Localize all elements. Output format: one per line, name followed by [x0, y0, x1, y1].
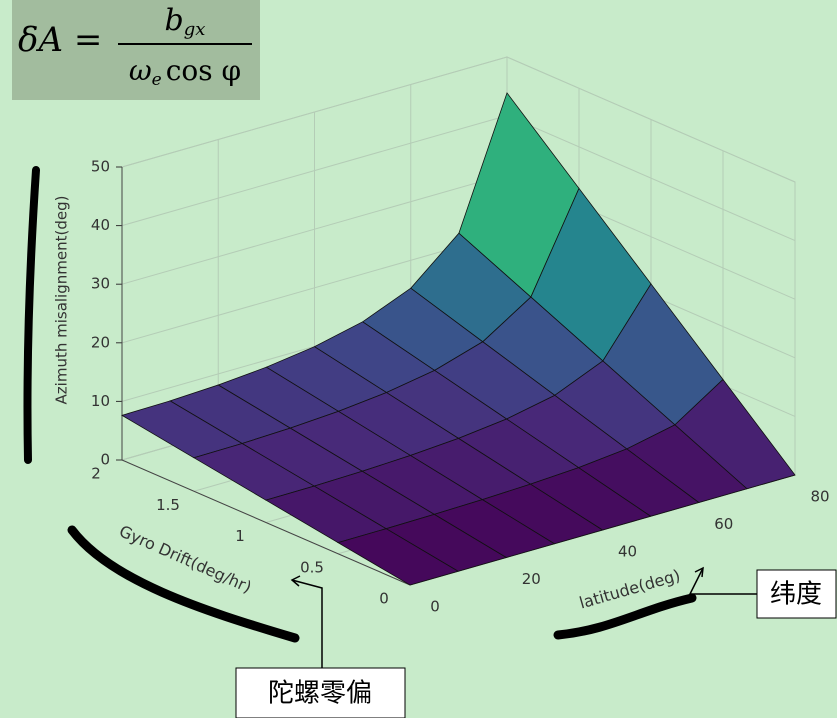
formula-denominator: ωe cos φ — [129, 54, 241, 90]
y-tick-label: 0.5 — [300, 558, 324, 576]
grid-line — [121, 115, 508, 227]
y-tick-label: 1.5 — [156, 496, 180, 514]
formula-denominator-main: ω — [129, 54, 152, 87]
arrow-head — [694, 566, 704, 578]
y-tick-label: 2 — [91, 465, 101, 483]
brush-stroke — [67, 525, 300, 643]
annotation-box — [756, 569, 837, 619]
formula-numerator-sub: gx — [184, 19, 206, 40]
z-tick-label: 40 — [91, 216, 110, 234]
grid-line — [121, 173, 508, 285]
z-tick-label: 10 — [91, 392, 110, 410]
brush-stroke — [23, 166, 40, 464]
x-tick-label: 80 — [810, 488, 829, 506]
y-tick-label: 1 — [235, 527, 245, 545]
annotation-text: 纬度 — [770, 580, 822, 610]
z-tick-label: 0 — [100, 451, 110, 469]
annotation-box — [235, 667, 406, 718]
z-tick-label: 20 — [91, 333, 110, 351]
annotation-arrow — [291, 579, 323, 668]
y-tick-label: 0 — [379, 590, 389, 608]
formula-box — [12, 0, 260, 100]
x-tick-label: 20 — [522, 570, 541, 588]
brush-stroke — [553, 593, 697, 640]
formula-numerator: bgx — [165, 3, 206, 40]
axis-line — [121, 459, 411, 586]
formula-lhs: δA = — [18, 20, 102, 60]
annotation-arrow — [688, 567, 757, 595]
formula-denominator-rest: cos φ — [166, 54, 241, 87]
formula-denominator-sub: e — [152, 70, 162, 90]
grid-line — [506, 115, 796, 242]
x-tick-label: 0 — [430, 598, 440, 616]
x-tick-label: 40 — [618, 543, 637, 561]
z-axis-label: Azimuth misalignment(deg) — [53, 196, 71, 405]
arrow-head — [290, 575, 301, 587]
z-tick-label: 30 — [91, 275, 110, 293]
surface-cell — [336, 528, 460, 586]
z-tick-label: 50 — [91, 158, 110, 176]
grid-line — [506, 56, 796, 183]
grid-line — [121, 56, 508, 168]
formula-numerator-main: b — [165, 3, 184, 38]
x-tick-label: 60 — [714, 515, 733, 533]
annotation-text: 陀螺零偏 — [268, 679, 372, 709]
